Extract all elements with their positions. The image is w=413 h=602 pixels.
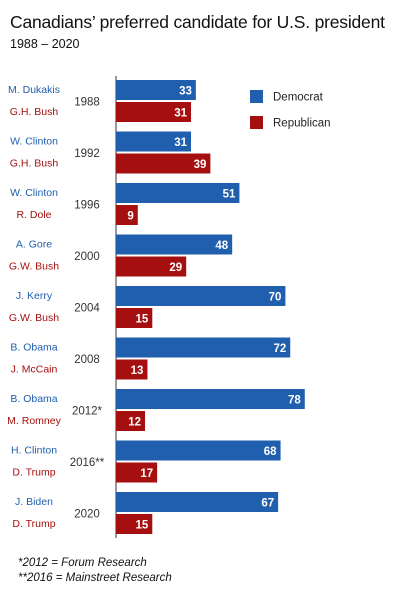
candidate-republican: R. Dole [16,209,51,221]
data-label-republican: 17 [140,468,153,480]
chart-subtitle: 1988 – 2020 [10,37,80,51]
data-label-republican: 15 [136,520,149,532]
data-label-republican: 29 [169,262,182,274]
candidate-democrat: J. Kerry [16,290,53,302]
data-label-republican: 31 [174,108,187,120]
candidate-republican: G.H. Bush [10,158,59,170]
bar-democrat-2000 [116,234,233,255]
data-label-democrat: 72 [273,343,286,355]
data-label-republican: 15 [136,314,149,326]
candidate-republican: G.W. Bush [9,261,59,273]
footnote-2016: **2016 = Mainstreet Research [18,572,172,584]
y-tick-label: 1988 [74,97,100,109]
bar-republican-1996 [116,205,138,225]
data-label-democrat: 78 [288,395,301,407]
y-tick-label: 2016** [70,457,105,469]
bar-republican-1988 [116,102,192,122]
data-label-republican: 12 [128,417,141,429]
bar-democrat-2004 [116,286,286,306]
legend-swatch-republican [250,116,263,129]
legend-swatch-democrat [250,90,263,103]
bar-democrat-2008 [116,337,291,358]
candidate-democrat: B. Obama [10,342,57,354]
footnotes: *2012 = Forum Research **2016 = Mainstre… [18,556,172,586]
legend-label-republican: Republican [273,118,331,130]
y-tick-label: 2000 [74,251,100,263]
bar-democrat-2020 [116,492,279,512]
bar-democrat-2012 [116,389,305,409]
y-tick-label: 2004 [74,303,100,315]
y-tick-label: 1992 [74,148,100,160]
data-label-democrat: 33 [179,86,192,98]
bar-democrat-1992 [116,131,192,152]
candidate-republican: J. McCain [11,364,58,376]
bar-republican-2008 [116,359,148,380]
bar-republican-2016 [116,462,158,483]
data-label-democrat: 68 [264,446,277,458]
candidate-republican: M. Romney [7,415,61,427]
candidate-republican: G.W. Bush [9,312,59,324]
y-tick-label: 2008 [74,354,100,366]
data-label-democrat: 67 [261,498,274,510]
candidate-democrat: H. Clinton [11,445,57,457]
chart-title: Canadians’ preferred candidate for U.S. … [10,12,385,32]
data-label-democrat: 48 [215,240,228,252]
data-label-republican: 39 [194,159,207,171]
bar-democrat-2016 [116,440,281,461]
y-tick-label: 2012* [72,406,103,418]
footnote-2012: *2012 = Forum Research [18,557,147,569]
candidate-republican: G.H. Bush [10,106,59,118]
candidate-democrat: A. Gore [16,239,52,251]
bar-republican-2012 [116,411,146,431]
bar-democrat-1996 [116,183,240,203]
data-label-democrat: 51 [223,189,236,201]
bar-republican-2004 [116,308,153,328]
legend-label-democrat: Democrat [273,92,324,104]
candidate-democrat: W. Clinton [10,187,58,199]
bar-republican-2000 [116,256,187,277]
candidate-republican: D. Trump [12,518,55,530]
data-label-republican: 13 [131,365,144,377]
candidate-democrat: B. Obama [10,393,57,405]
data-label-democrat: 31 [174,137,187,149]
y-tick-label: 2020 [74,509,100,521]
bar-republican-1992 [116,153,211,174]
candidate-democrat: J. Biden [15,496,53,508]
candidate-democrat: W. Clinton [10,136,58,148]
data-label-democrat: 70 [269,292,282,304]
bar-republican-2020 [116,514,153,534]
candidate-republican: D. Trump [12,467,55,479]
data-label-republican: 9 [127,211,133,223]
candidate-democrat: M. Dukakis [8,84,60,96]
y-tick-label: 1996 [74,200,100,212]
bar-democrat-1988 [116,80,196,100]
